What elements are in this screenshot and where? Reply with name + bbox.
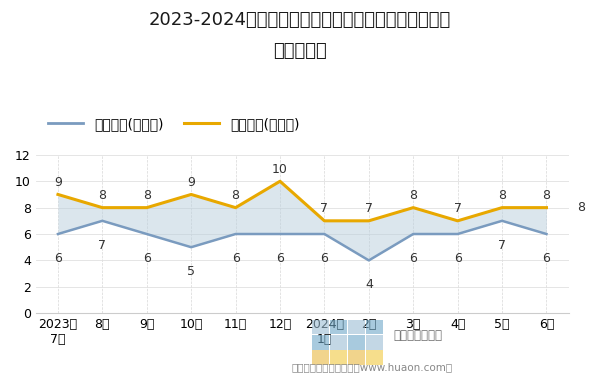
Text: 5: 5 <box>187 265 195 278</box>
Bar <box>348 320 365 334</box>
Text: 9: 9 <box>187 176 195 189</box>
Text: 制图：华经产业研究院（www.huaon.com）: 制图：华经产业研究院（www.huaon.com） <box>292 363 452 372</box>
Text: 8: 8 <box>409 189 417 202</box>
Text: 进、出口额: 进、出口额 <box>273 42 327 60</box>
Legend: 出口总额(亿美元), 进口总额(亿美元): 出口总额(亿美元), 进口总额(亿美元) <box>43 111 305 136</box>
Text: 10: 10 <box>272 163 288 176</box>
Bar <box>348 350 365 365</box>
Text: 6: 6 <box>320 252 328 265</box>
Text: 8: 8 <box>577 201 585 214</box>
Text: 7: 7 <box>320 202 328 215</box>
Text: 8: 8 <box>143 189 151 202</box>
Bar <box>330 350 347 365</box>
Bar <box>312 335 329 350</box>
Bar <box>366 320 383 334</box>
Text: 8: 8 <box>542 189 550 202</box>
Bar <box>366 335 383 350</box>
Text: 7: 7 <box>498 239 506 252</box>
Text: 6: 6 <box>143 252 151 265</box>
Text: 华经产业研究院: 华经产业研究院 <box>393 329 442 342</box>
Text: 9: 9 <box>54 176 62 189</box>
Text: 7: 7 <box>98 239 106 252</box>
Text: 6: 6 <box>542 252 550 265</box>
Bar <box>348 335 365 350</box>
Text: 6: 6 <box>454 252 461 265</box>
Text: 7: 7 <box>365 202 373 215</box>
Text: 8: 8 <box>232 189 239 202</box>
Text: 4: 4 <box>365 279 373 291</box>
Bar <box>330 320 347 334</box>
Text: 6: 6 <box>54 252 62 265</box>
Text: 6: 6 <box>409 252 417 265</box>
Bar <box>330 335 347 350</box>
Bar <box>312 350 329 365</box>
Bar <box>366 350 383 365</box>
Text: 8: 8 <box>98 189 106 202</box>
Text: 2023-2024年广州经济技术开发区商品收发货人所在地: 2023-2024年广州经济技术开发区商品收发货人所在地 <box>149 11 451 29</box>
Bar <box>312 320 329 334</box>
Text: 6: 6 <box>276 252 284 265</box>
Text: 8: 8 <box>498 189 506 202</box>
Text: 7: 7 <box>454 202 461 215</box>
Text: 6: 6 <box>232 252 239 265</box>
